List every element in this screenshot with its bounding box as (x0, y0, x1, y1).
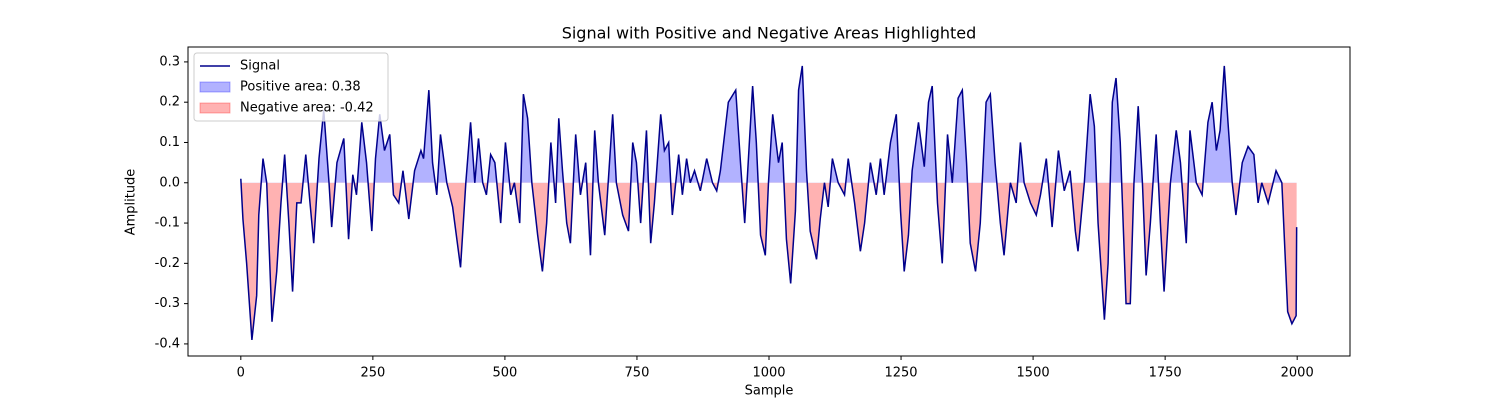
y-axis-label: Amplitude (124, 169, 139, 236)
x-tick-label: 1500 (1017, 366, 1050, 381)
legend-swatch (199, 102, 231, 114)
x-tick-label: 1250 (884, 366, 917, 381)
x-tick-label: 1750 (1149, 366, 1182, 381)
y-tick-label: 0.2 (159, 95, 180, 110)
y-tick-label: 0.0 (159, 175, 180, 190)
y-tick-label: -0.1 (155, 216, 180, 231)
y-tick-label: -0.2 (155, 256, 180, 271)
legend-label: Signal (240, 59, 280, 74)
legend-frame (193, 52, 389, 122)
x-tick-label: 1000 (752, 366, 785, 381)
x-tick-label: 750 (625, 366, 650, 381)
y-tick-label: -0.3 (155, 296, 180, 311)
x-tick-label: 2000 (1281, 366, 1314, 381)
legend-label: Negative area: -0.42 (240, 101, 374, 116)
x-tick-label: 500 (492, 366, 517, 381)
y-tick-label: -0.4 (155, 336, 180, 351)
signal-line (240, 65, 1298, 340)
y-tick-label: 0.1 (159, 135, 180, 150)
chart-title: Signal with Positive and Negative Areas … (562, 24, 977, 43)
y-tick-label: 0.3 (159, 54, 180, 69)
x-axis-label: Sample (745, 384, 794, 399)
legend-label: Positive area: 0.38 (240, 80, 361, 95)
legend-swatch (199, 81, 231, 93)
x-tick-label: 0 (237, 366, 245, 381)
x-tick-label: 250 (360, 366, 385, 381)
legend: Signal Positive area: 0.38 Negative area: … (193, 52, 389, 122)
